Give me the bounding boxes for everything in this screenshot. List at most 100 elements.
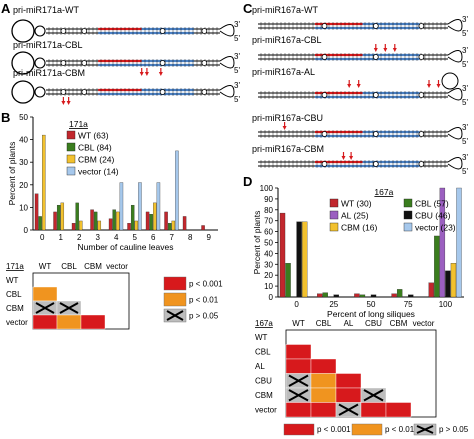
bar	[90, 209, 94, 231]
hairpin-171a-0-bulge	[81, 28, 88, 34]
matrix-cell	[385, 402, 412, 418]
panel-c-letter: C	[243, 1, 253, 16]
matrix-row-label: CBL	[255, 348, 271, 357]
legend-swatch	[329, 222, 339, 232]
hairpin-171a-0-bulge	[159, 28, 166, 34]
structure-label-167a-al: pri-miR167a-AL	[252, 67, 315, 77]
hairpin-167a-2-bulge	[321, 92, 328, 98]
matrix-col-label: vector	[413, 319, 435, 328]
matrix-header: 171a	[6, 262, 24, 271]
legend-label: CBM (16)	[341, 223, 378, 233]
bar	[53, 211, 57, 231]
bar	[116, 211, 120, 231]
hairpin-167a-3-bulge	[418, 131, 425, 137]
y-tick-label: 70	[264, 217, 273, 226]
matrix-cell	[285, 402, 312, 418]
hairpin-171a-1-terminal-loop	[219, 56, 235, 69]
bar	[60, 202, 65, 231]
hairpin-167a-1-bulge	[321, 54, 328, 60]
y-tick-label: 50	[264, 239, 273, 248]
x-tick-label: 50	[367, 300, 376, 309]
structure-label-171a-cbm: pri-miR171a-CBM	[13, 68, 85, 78]
legend-swatch	[329, 210, 339, 220]
legend-label: WT (63)	[78, 131, 109, 141]
hairpin-171a-0-end-3: 3'	[234, 20, 240, 29]
bar	[171, 220, 176, 231]
panel-c-structures: 3' 5' 3' 5' 3' 5' 3' 5' 3' 5'	[258, 15, 468, 176]
matrix-col-label: CBL	[61, 262, 77, 271]
bar	[153, 202, 157, 231]
bar	[164, 211, 168, 231]
hairpin-167a-2-end-5: 5'	[462, 98, 468, 107]
y-tick-label: 30	[19, 158, 28, 167]
legend-swatch	[403, 222, 413, 232]
x-tick-label: 6	[151, 233, 156, 242]
hairpin-171a-0-bulge	[60, 28, 67, 34]
mutation-arrow-head	[139, 72, 144, 76]
matrix-row-label: WT	[255, 333, 268, 342]
hairpin-171a-2-terminal-loop	[219, 85, 235, 98]
not-significant-cross	[338, 403, 359, 416]
mutation-arrow-head	[436, 84, 441, 88]
legend-key-swatch	[163, 292, 187, 307]
bar	[112, 209, 116, 231]
legend-key-label: p < 0.001	[317, 425, 351, 434]
mutation-arrow-head	[158, 72, 163, 76]
bar	[445, 270, 451, 298]
bar	[93, 211, 98, 231]
not-significant-cross	[35, 302, 55, 314]
bar	[428, 282, 434, 298]
bar	[138, 182, 142, 231]
pvalue-legend-b: p < 0.001 p < 0.01 p > 0.05	[163, 276, 223, 323]
legend-swatch	[66, 154, 76, 164]
bar	[354, 293, 360, 298]
panel-a: A pri-miR171a-WT pri-miR171a-CBL pri-miR…	[1, 1, 240, 105]
matrix-cell	[360, 402, 387, 418]
matrix-cell	[32, 286, 58, 302]
matrix-cell	[310, 358, 337, 374]
legend-key-swatch	[283, 423, 315, 436]
matrix-row-label: CBL	[6, 290, 22, 299]
panel-b-letter: B	[1, 110, 10, 125]
not-significant-cross	[363, 389, 384, 402]
hairpin-167a-3-end-3: 3'	[462, 123, 468, 132]
matrix-cell	[56, 314, 82, 330]
hairpin-171a-1-basal-loop	[11, 51, 35, 75]
structure-label-171a-cbl: pri-miR171a-CBL	[13, 40, 83, 50]
matrix-col-label: CBU	[365, 319, 382, 328]
not-significant-cross	[288, 389, 309, 402]
bar	[396, 289, 403, 298]
y-tick-label: 80	[264, 206, 273, 215]
matrix-col-label: CBL	[316, 319, 332, 328]
mutation-arrow-head	[66, 101, 71, 105]
legend-swatch	[66, 142, 76, 152]
hairpin-167a-4-terminal-loop	[447, 157, 463, 170]
legend-header: 167a	[374, 187, 393, 197]
matrix-cell	[310, 373, 337, 389]
matrix-col-label: AL	[344, 319, 354, 328]
bar	[359, 294, 366, 298]
bar	[317, 293, 323, 298]
pvalue-matrix-b: 171a WT CBL CBM vector WT CBL CBM vector	[6, 262, 130, 330]
hairpin-167a-0-bulge	[372, 23, 379, 29]
bar	[149, 214, 153, 231]
x-tick-label: 7	[170, 233, 175, 242]
hairpin-171a-1-end-3: 3'	[234, 52, 240, 61]
hairpin-171a-0-terminal-loop	[219, 24, 235, 37]
y-tick-label: 20	[19, 181, 28, 190]
x-tick-label: 4	[114, 233, 119, 242]
x-tick-label: 75	[404, 300, 413, 309]
bar	[167, 223, 172, 231]
chart-b: 0 10 20 30 40 50 0 1 2 3 4 5 6 7 8 9 Number of cauline l…	[7, 113, 218, 252]
hairpin-171a-2-internal-loop	[34, 86, 46, 98]
matrix-cell	[335, 373, 362, 389]
hairpin-171a-0-internal-loop	[34, 25, 46, 37]
y-tick-label: 90	[264, 195, 273, 204]
bar	[134, 220, 139, 231]
y-axis-label: Percent of plants	[7, 142, 17, 206]
bar	[34, 193, 39, 231]
pvalue-matrix-d: 167a WT CBL AL CBU CBM vector WT CBL AL CBU CBM vect…	[255, 319, 437, 418]
mutation-arrow-head	[282, 126, 287, 130]
